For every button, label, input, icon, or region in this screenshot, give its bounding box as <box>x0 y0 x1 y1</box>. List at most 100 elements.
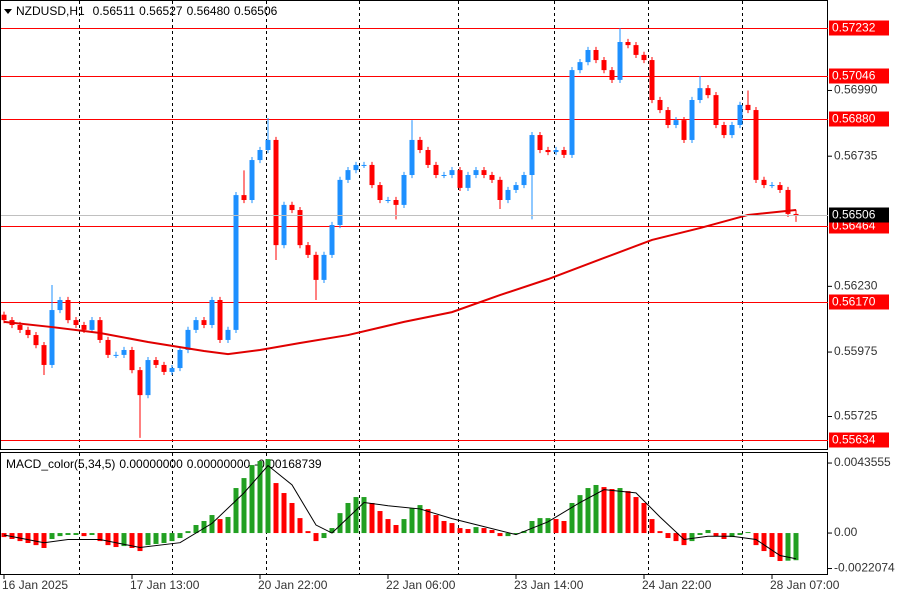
candle-body <box>393 200 399 205</box>
level-label-box <box>829 432 889 448</box>
candle-body <box>137 370 143 396</box>
histogram-bar <box>665 533 671 539</box>
candle-body <box>481 170 487 175</box>
candle-body <box>321 254 327 280</box>
histogram-bar <box>673 533 679 542</box>
histogram-bar <box>649 519 655 534</box>
histogram-bar <box>641 502 647 534</box>
histogram-bar <box>713 533 719 537</box>
candle-body <box>697 88 703 100</box>
level-label-box <box>829 111 889 127</box>
candle-body <box>265 139 271 150</box>
histogram-bar <box>529 520 535 534</box>
candle-body <box>601 60 607 71</box>
candle-body <box>753 110 759 180</box>
level-label: 0.56880 <box>832 112 876 126</box>
menu-arrow[interactable] <box>4 9 12 14</box>
histogram-bar <box>481 528 487 534</box>
level-label: 0.57046 <box>832 69 876 83</box>
candle-body <box>113 354 119 356</box>
y-tick-label: 0.56735 <box>834 148 878 162</box>
histogram-bar <box>505 533 511 537</box>
candle-body <box>193 320 199 330</box>
x-tick-label: 28 Jan 07:00 <box>770 578 840 592</box>
level-label-box <box>829 20 889 36</box>
x-tick-label: 17 Jan 13:00 <box>130 578 200 592</box>
low: 0.56480 <box>187 4 231 18</box>
histogram-bar <box>233 488 239 534</box>
candle-body <box>17 325 23 330</box>
histogram-bar <box>449 523 455 534</box>
histogram-bar <box>417 505 423 534</box>
histogram-bar <box>409 507 415 534</box>
candle-body <box>313 254 319 280</box>
histogram-bar <box>617 488 623 534</box>
histogram-bar <box>777 533 783 562</box>
histogram-bar <box>353 497 359 534</box>
histogram-bar <box>601 487 607 534</box>
level-label: 0.56170 <box>832 295 876 309</box>
candle-body <box>441 175 447 176</box>
candle-body <box>345 170 351 180</box>
candle-body <box>105 339 111 355</box>
candle-body <box>745 104 751 111</box>
histogram-bar <box>401 519 407 534</box>
level-label: 0.57232 <box>832 21 876 35</box>
histogram-bar <box>593 484 599 534</box>
candle-body <box>233 195 239 330</box>
candle-body <box>161 364 167 372</box>
price-frame <box>0 0 828 450</box>
histogram-bar <box>585 488 591 534</box>
histogram-bar <box>785 533 791 561</box>
candle-body <box>473 170 479 175</box>
candle-body <box>657 100 663 111</box>
candle-body <box>257 150 263 161</box>
indicator-name: MACD_color(5,34,5) <box>6 457 115 471</box>
histogram-bar <box>201 520 207 534</box>
y-tick-label: 0.55725 <box>834 409 878 423</box>
candle-body <box>377 185 383 200</box>
y-tick-label: -0.0022074 <box>834 561 895 575</box>
histogram-bar <box>425 509 431 534</box>
candle-body <box>337 179 343 225</box>
candle-body <box>305 245 311 255</box>
histogram-bar <box>57 533 63 537</box>
histogram-bar <box>745 532 751 534</box>
y-tick-label: 0.55975 <box>834 344 878 358</box>
candle-body <box>297 210 303 246</box>
histogram-bar <box>161 533 167 544</box>
histogram-bar <box>729 533 735 538</box>
histogram-bar <box>241 478 247 534</box>
candle-body <box>617 42 623 80</box>
histogram-bar <box>761 533 767 552</box>
histogram-bar <box>297 518 303 534</box>
histogram-bar <box>105 533 111 546</box>
candle-body <box>409 139 415 175</box>
moving-average <box>3 209 797 356</box>
candle-body <box>577 62 583 71</box>
readout: 0.00000000 <box>119 457 183 471</box>
histogram-bar <box>473 527 479 534</box>
candle-body <box>537 135 543 150</box>
candle-body <box>385 200 391 201</box>
histogram-bar <box>553 519 559 534</box>
candle-body <box>401 175 407 205</box>
histogram-bar <box>273 483 279 534</box>
histogram-bar <box>793 533 799 561</box>
candle-body <box>281 204 287 246</box>
candle-body <box>57 300 63 311</box>
candle-body <box>705 88 711 96</box>
candle-body <box>593 50 599 61</box>
histogram-bar <box>657 531 663 534</box>
histogram-bar <box>265 459 271 534</box>
chart-header: NZDUSD,H1 0.56511 0.56527 0.56480 0.56506 <box>16 4 278 18</box>
y-tick-label: 0.00 <box>834 525 858 539</box>
histogram-bar <box>393 525 399 534</box>
histogram-bar <box>49 533 55 539</box>
y-tick-label: 0.0043555 <box>834 455 891 469</box>
candle-body <box>625 42 631 46</box>
candle-body <box>729 125 735 136</box>
histogram-bar <box>377 511 383 534</box>
